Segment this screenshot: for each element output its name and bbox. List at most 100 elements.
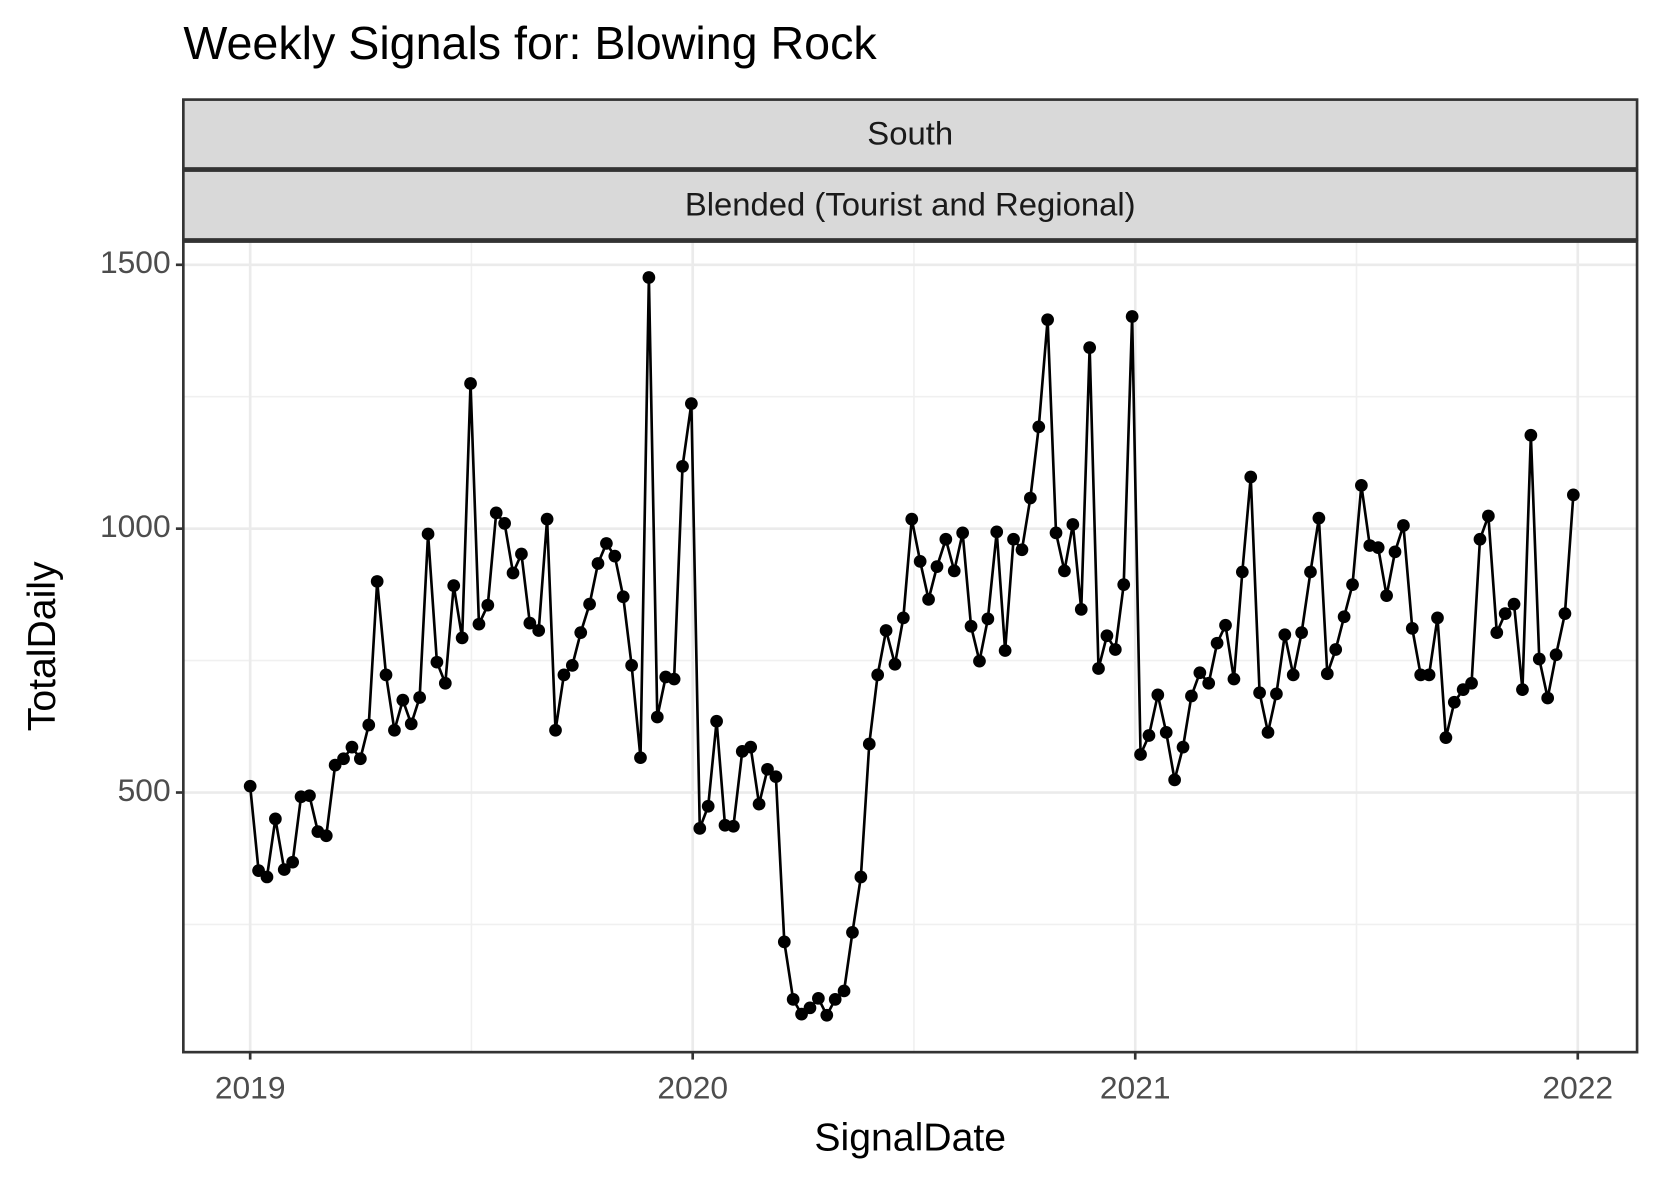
point	[1058, 564, 1071, 578]
point	[438, 676, 452, 690]
point	[243, 779, 257, 793]
point	[1431, 611, 1444, 625]
point	[1210, 636, 1224, 650]
point	[1304, 565, 1317, 579]
point	[549, 723, 562, 737]
point	[319, 829, 333, 843]
point	[1007, 532, 1020, 546]
point	[1498, 607, 1512, 620]
point	[1202, 676, 1216, 690]
point	[557, 668, 571, 682]
point	[1108, 643, 1122, 656]
point	[1380, 589, 1393, 603]
point	[523, 616, 537, 630]
point	[362, 718, 376, 732]
point	[812, 991, 825, 1005]
plot-area	[243, 271, 1580, 1022]
point	[1465, 676, 1478, 690]
point	[752, 797, 766, 811]
point	[430, 655, 444, 669]
point	[286, 855, 300, 869]
point	[388, 723, 401, 737]
point	[532, 624, 546, 637]
point	[1549, 648, 1563, 662]
point	[1142, 729, 1156, 742]
point	[913, 555, 927, 568]
point	[472, 617, 486, 631]
point	[879, 624, 893, 637]
point	[591, 557, 605, 570]
point	[1295, 626, 1308, 639]
point	[1558, 607, 1572, 620]
point	[1151, 688, 1165, 702]
point	[413, 691, 427, 704]
point	[871, 668, 885, 682]
point	[379, 668, 393, 682]
point	[1422, 668, 1436, 682]
point	[489, 506, 503, 520]
point	[1566, 488, 1580, 502]
point	[447, 579, 461, 593]
point	[837, 984, 851, 998]
point	[685, 397, 698, 410]
point	[1507, 597, 1521, 611]
point	[1100, 629, 1114, 643]
point	[786, 993, 800, 1006]
point	[1015, 543, 1029, 557]
point	[498, 517, 511, 530]
point	[574, 626, 588, 639]
point	[1032, 420, 1046, 434]
point	[1312, 511, 1326, 525]
point	[642, 271, 656, 284]
point	[1447, 695, 1461, 709]
point	[1066, 518, 1080, 531]
x-tick-label: 2020	[657, 1070, 728, 1106]
point	[981, 612, 995, 626]
point	[353, 752, 367, 766]
point	[828, 993, 842, 1006]
y-tick-label: 1500	[100, 244, 171, 280]
point	[922, 593, 935, 606]
point	[481, 598, 495, 612]
point	[803, 1001, 817, 1015]
point	[1270, 687, 1283, 701]
point	[1482, 509, 1495, 523]
point	[540, 512, 554, 526]
point	[1235, 565, 1249, 579]
point	[608, 549, 622, 563]
panel-border	[182, 240, 1639, 1054]
point	[1524, 428, 1538, 442]
point	[930, 560, 944, 574]
x-tick-label: 2019	[215, 1070, 286, 1106]
point	[1041, 313, 1054, 327]
point	[1074, 603, 1088, 616]
point	[1185, 689, 1198, 703]
point	[820, 1008, 834, 1022]
point	[1261, 726, 1275, 739]
point	[269, 812, 282, 826]
grid	[183, 241, 1638, 1053]
point	[616, 590, 630, 604]
line	[248, 277, 1575, 1019]
point	[650, 710, 664, 724]
point	[1532, 652, 1546, 666]
point	[1473, 532, 1487, 546]
point	[769, 770, 783, 784]
point	[905, 512, 919, 526]
point	[896, 611, 910, 625]
point	[506, 566, 520, 580]
point	[370, 575, 384, 588]
point	[1278, 628, 1292, 642]
point	[1329, 643, 1343, 656]
point	[888, 657, 902, 671]
point	[1227, 672, 1241, 686]
point	[964, 619, 978, 633]
point	[1083, 341, 1097, 355]
x-tick-label: 2022	[1542, 1070, 1613, 1106]
point	[1134, 748, 1147, 761]
facet-strip	[182, 169, 1639, 241]
point	[667, 672, 681, 686]
point	[862, 737, 876, 751]
point	[583, 597, 596, 611]
point	[727, 819, 740, 833]
